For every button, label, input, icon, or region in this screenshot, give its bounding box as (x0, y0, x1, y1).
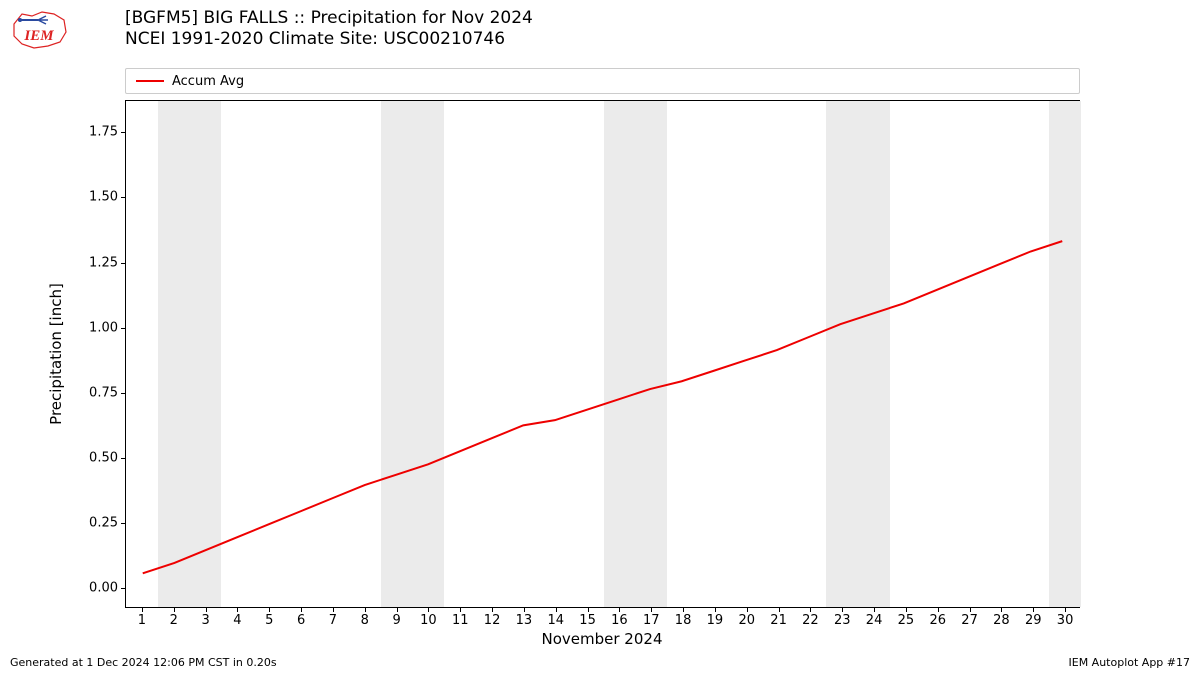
y-tick-mark (121, 588, 126, 589)
x-tick-label: 24 (866, 613, 883, 628)
x-tick-label: 23 (834, 613, 851, 628)
x-tick-mark (715, 607, 716, 612)
x-tick-mark (588, 607, 589, 612)
x-tick-label: 5 (265, 613, 273, 628)
y-tick-mark (121, 263, 126, 264)
x-tick-mark (556, 607, 557, 612)
footer-app: IEM Autoplot App #17 (1069, 656, 1191, 669)
x-tick-label: 28 (993, 613, 1010, 628)
x-tick-label: 19 (707, 613, 724, 628)
y-tick-label: 0.00 (89, 581, 118, 596)
x-tick-mark (1033, 607, 1034, 612)
y-tick-mark (121, 393, 126, 394)
accum-avg-line (143, 241, 1063, 573)
x-tick-mark (428, 607, 429, 612)
x-tick-label: 20 (738, 613, 755, 628)
footer-generated: Generated at 1 Dec 2024 12:06 PM CST in … (10, 656, 277, 669)
x-tick-label: 15 (579, 613, 596, 628)
x-tick-mark (206, 607, 207, 612)
x-tick-label: 2 (170, 613, 178, 628)
x-tick-label: 27 (961, 613, 978, 628)
x-tick-mark (747, 607, 748, 612)
x-tick-label: 14 (547, 613, 564, 628)
x-tick-mark (1065, 607, 1066, 612)
y-tick-label: 1.50 (89, 190, 118, 205)
legend-label: Accum Avg (172, 74, 244, 89)
y-tick-mark (121, 197, 126, 198)
legend: Accum Avg (125, 68, 1080, 94)
y-axis-label: Precipitation [inch] (47, 283, 65, 425)
x-tick-label: 11 (452, 613, 469, 628)
x-tick-mark (651, 607, 652, 612)
x-tick-mark (142, 607, 143, 612)
iem-logo: IEM (8, 6, 70, 54)
chart-title: [BGFM5] BIG FALLS :: Precipitation for N… (125, 8, 533, 51)
x-tick-mark (970, 607, 971, 612)
title-line-1: [BGFM5] BIG FALLS :: Precipitation for N… (125, 8, 533, 29)
x-tick-mark (524, 607, 525, 612)
x-tick-label: 17 (643, 613, 660, 628)
x-tick-mark (906, 607, 907, 612)
x-axis-label: November 2024 (542, 630, 663, 648)
x-tick-label: 21 (770, 613, 787, 628)
y-tick-label: 1.25 (89, 255, 118, 270)
x-tick-label: 1 (138, 613, 146, 628)
x-tick-label: 7 (329, 613, 337, 628)
svg-text:IEM: IEM (23, 28, 54, 44)
y-tick-label: 0.50 (89, 450, 118, 465)
y-tick-mark (121, 523, 126, 524)
x-tick-mark (1001, 607, 1002, 612)
legend-swatch (136, 80, 164, 82)
x-tick-mark (619, 607, 620, 612)
x-tick-label: 16 (611, 613, 628, 628)
x-tick-mark (810, 607, 811, 612)
x-tick-mark (779, 607, 780, 612)
x-tick-mark (397, 607, 398, 612)
x-tick-mark (842, 607, 843, 612)
y-tick-mark (121, 458, 126, 459)
x-tick-label: 25 (898, 613, 915, 628)
x-tick-label: 30 (1057, 613, 1074, 628)
y-tick-label: 0.25 (89, 516, 118, 531)
x-tick-mark (301, 607, 302, 612)
y-tick-mark (121, 328, 126, 329)
x-tick-mark (174, 607, 175, 612)
x-tick-label: 4 (233, 613, 241, 628)
data-line (126, 101, 1079, 607)
x-tick-label: 9 (392, 613, 400, 628)
y-tick-mark (121, 132, 126, 133)
x-tick-label: 18 (675, 613, 692, 628)
x-tick-label: 10 (420, 613, 437, 628)
x-tick-mark (683, 607, 684, 612)
x-tick-label: 12 (484, 613, 501, 628)
x-tick-mark (460, 607, 461, 612)
x-tick-label: 13 (516, 613, 533, 628)
x-tick-label: 6 (297, 613, 305, 628)
x-tick-mark (365, 607, 366, 612)
y-tick-label: 1.00 (89, 320, 118, 335)
x-tick-mark (492, 607, 493, 612)
x-tick-label: 3 (201, 613, 209, 628)
x-tick-label: 8 (361, 613, 369, 628)
x-tick-mark (237, 607, 238, 612)
x-tick-label: 26 (929, 613, 946, 628)
x-tick-mark (938, 607, 939, 612)
title-line-2: NCEI 1991-2020 Climate Site: USC00210746 (125, 29, 533, 50)
y-tick-label: 1.75 (89, 125, 118, 140)
plot-area: 0.000.250.500.751.001.251.501.7512345678… (125, 100, 1080, 608)
x-tick-mark (269, 607, 270, 612)
x-tick-mark (333, 607, 334, 612)
x-tick-mark (874, 607, 875, 612)
x-tick-label: 22 (802, 613, 819, 628)
x-tick-label: 29 (1025, 613, 1042, 628)
y-tick-label: 0.75 (89, 385, 118, 400)
